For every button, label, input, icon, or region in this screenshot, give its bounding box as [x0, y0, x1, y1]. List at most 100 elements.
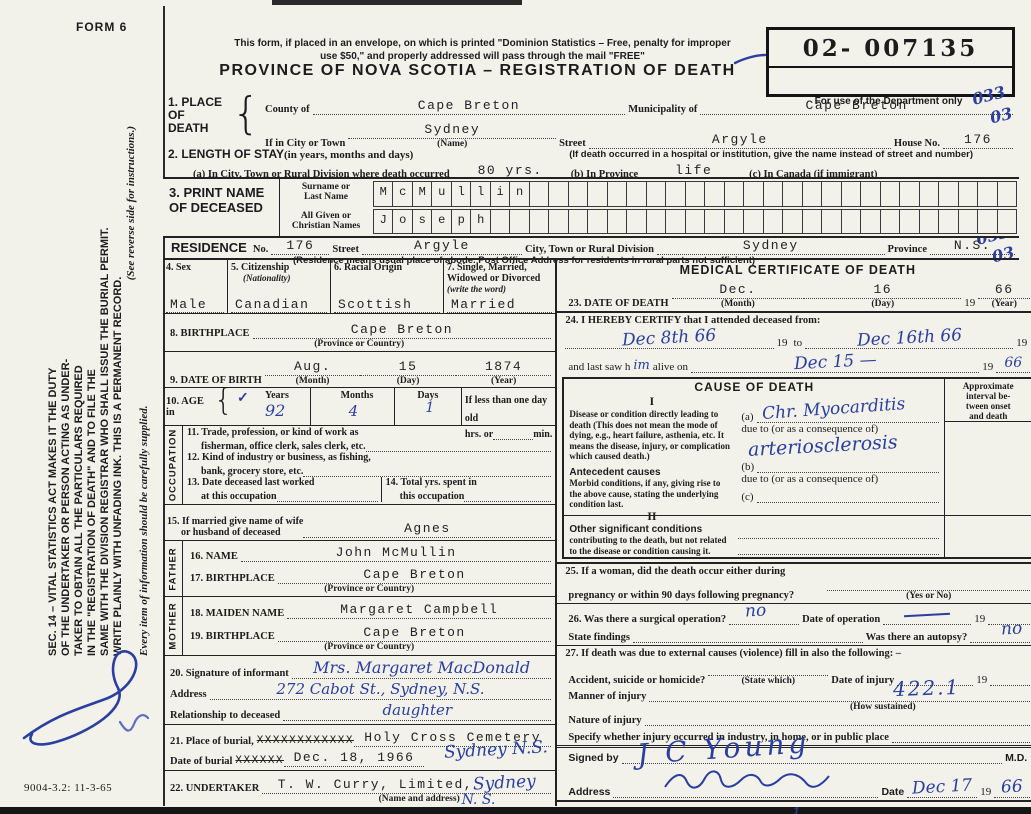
physician-year-handwriting: 66	[1000, 776, 1024, 798]
spouse-field: Agnes	[303, 519, 552, 539]
letter-cell	[743, 181, 764, 207]
letter-cell	[704, 208, 725, 234]
last-saw-label: and last saw h	[568, 361, 631, 373]
letter-cell	[840, 181, 862, 207]
cause-b-label: (b)	[741, 461, 755, 473]
letter-cell	[665, 208, 686, 234]
age-row: 10. AGE in { ✓ Years 92 Months 4 Days 1 …	[163, 383, 556, 440]
autopsy-field: no	[970, 618, 1031, 643]
last-worked-field	[276, 488, 378, 502]
residence-no-value: 176	[286, 238, 315, 253]
letter-cell	[567, 208, 589, 234]
age-label: 10. AGE in	[166, 395, 204, 418]
sidebar-line: TAKER TO OBTAIN ALL THE PARTICULARS REQU…	[73, 365, 85, 656]
state-findings-label: State findings	[568, 632, 630, 643]
letter-cell	[782, 208, 803, 234]
address-signature-scribble	[664, 770, 830, 789]
residence-street-value: Argyle	[414, 238, 470, 253]
death-month-sublabel: (Month)	[721, 299, 755, 309]
informant-signature-field: Mrs. Margaret MacDonald	[291, 658, 552, 680]
date-of-birth-label: 9. DATE OF BIRTH	[170, 374, 262, 386]
letter-cell	[860, 181, 881, 207]
letter-cell	[548, 208, 569, 234]
mailing-notice: This form, if placed in an envelope, on …	[200, 37, 765, 63]
burial-date-value: Dec. 18, 1966	[293, 750, 415, 766]
disease-description: Disease or condition directly leading to…	[569, 409, 730, 461]
letter-cell	[899, 181, 920, 207]
pen-dash	[904, 612, 951, 618]
trade-label-line2: fisherman, office clerk, sales clerk, et…	[201, 440, 366, 452]
injury-date-label: Date of injury	[831, 675, 895, 686]
dob-year-value: 1874	[484, 358, 523, 374]
manner-of-injury-field: 422.1	[649, 675, 1031, 702]
age-days-value: 1	[425, 399, 435, 416]
letter-cell: J	[373, 208, 394, 234]
father-birthplace-value: Cape Breton	[363, 566, 466, 582]
form-title: PROVINCE OF NOVA SCOTIA – REGISTRATION O…	[219, 62, 736, 79]
municipality-label: Municipality of	[628, 104, 698, 115]
nature-of-injury-label: Nature of injury	[568, 715, 642, 726]
cause-box-divider	[564, 515, 1031, 516]
informant-address-field: 272 Cabot St., Sydney, N.S.	[209, 680, 552, 701]
last-seen-year-handwriting: 66	[1004, 355, 1023, 371]
industry-label-line1: 12. Kind of industry or business, as fis…	[187, 451, 371, 463]
informant-block: 20. Signature of informant Mrs. Margaret …	[163, 656, 556, 725]
last-seen-year-prefix: 19	[982, 361, 994, 373]
last-seen-year-field: 66	[996, 354, 1031, 373]
letter-cell	[996, 181, 1017, 207]
dob-year-field: 1874	[455, 357, 552, 376]
spouse-row: 15. If married give name of wife or husb…	[163, 505, 556, 542]
dob-month-field: Aug.	[264, 357, 361, 376]
registration-number: 02- 007135	[802, 35, 979, 62]
pregnancy-label-line2: pregnancy or within 90 days following pr…	[568, 590, 795, 601]
dob-month-value: Aug.	[293, 358, 332, 374]
undertaker-value: T. W. Curry, Limited,	[277, 777, 474, 792]
physician-signature-block: Signed by M.D. J C Young Address Date De…	[557, 726, 1031, 800]
section-residence: RESIDENCE No. 176 Street Argyle City, To…	[168, 236, 1015, 266]
residence-province-value: N.S.	[953, 238, 992, 253]
vitals-row: 4. Sex Male 5. Citizenship (Nationality)…	[163, 260, 556, 314]
death-year-field: 66	[978, 280, 1031, 299]
letter-cell	[840, 208, 862, 234]
death-month-field: Dec.	[671, 280, 805, 299]
letter-cell	[762, 181, 784, 207]
stay-city-value: 80 yrs.	[477, 163, 543, 178]
physician-date-field: Dec 17	[907, 775, 978, 799]
pregnancy-row: 25. If a woman, did the death occur eith…	[557, 562, 1031, 603]
street-field: Argyle	[588, 130, 891, 149]
section-place-of-death: 1. PLACE OF DEATH { County of Cape Breto…	[168, 92, 1013, 160]
residence-province-field: N.S.	[930, 236, 1015, 255]
autopsy-answer-handwriting: no	[1000, 618, 1023, 640]
letter-cell	[684, 208, 706, 234]
residence-province-label: Province	[887, 244, 927, 255]
racial-origin-cell: 6. Racial Origin Scottish	[331, 260, 444, 313]
sidebar-line: IN THE "REGISTRATION OF DEATH" AND TO FI…	[86, 369, 98, 656]
burial-place-value: Holy Cross Cemetery	[364, 729, 542, 745]
sex-cell: 4. Sex Male	[163, 260, 228, 313]
given-name-label: All Given or Christian Names	[291, 210, 361, 231]
stay-province-label: (b) In Province	[570, 169, 639, 180]
letter-cell	[821, 208, 842, 234]
letter-cell	[626, 208, 647, 234]
county-field: Cape Breton	[312, 96, 626, 115]
occupation-block: OCCUPATION 11. Trade, profession, or kin…	[163, 425, 556, 506]
cause-c-label: (c)	[741, 491, 754, 503]
letter-cell: n	[509, 181, 530, 207]
operation-date-field	[883, 606, 972, 625]
letter-cell	[587, 181, 608, 207]
street-value: Argyle	[711, 132, 768, 147]
last-seen-handwriting: Dec 15 —	[793, 349, 877, 375]
dob-day-value: 15	[398, 358, 418, 374]
father-name-value: John McMullin	[335, 545, 457, 561]
father-name-field: John McMullin	[240, 543, 552, 563]
letter-cell	[723, 208, 745, 234]
last-worked-label1: 13. Date deceased last worked	[187, 476, 315, 488]
letter-cell	[645, 181, 667, 207]
letter-cell	[548, 181, 569, 207]
sidebar-line: OF THE UNDERTAKER OR PERSON ACTING AS UN…	[60, 358, 72, 656]
sidebar-line: SEC. 14 – VITAL STATISTICS ACT MAKES IT …	[47, 367, 59, 656]
medical-certificate-title: MEDICAL CERTIFICATE OF DEATH	[679, 263, 916, 277]
occupation-side-label: OCCUPATION	[167, 428, 178, 502]
county-label: County of	[265, 104, 310, 115]
